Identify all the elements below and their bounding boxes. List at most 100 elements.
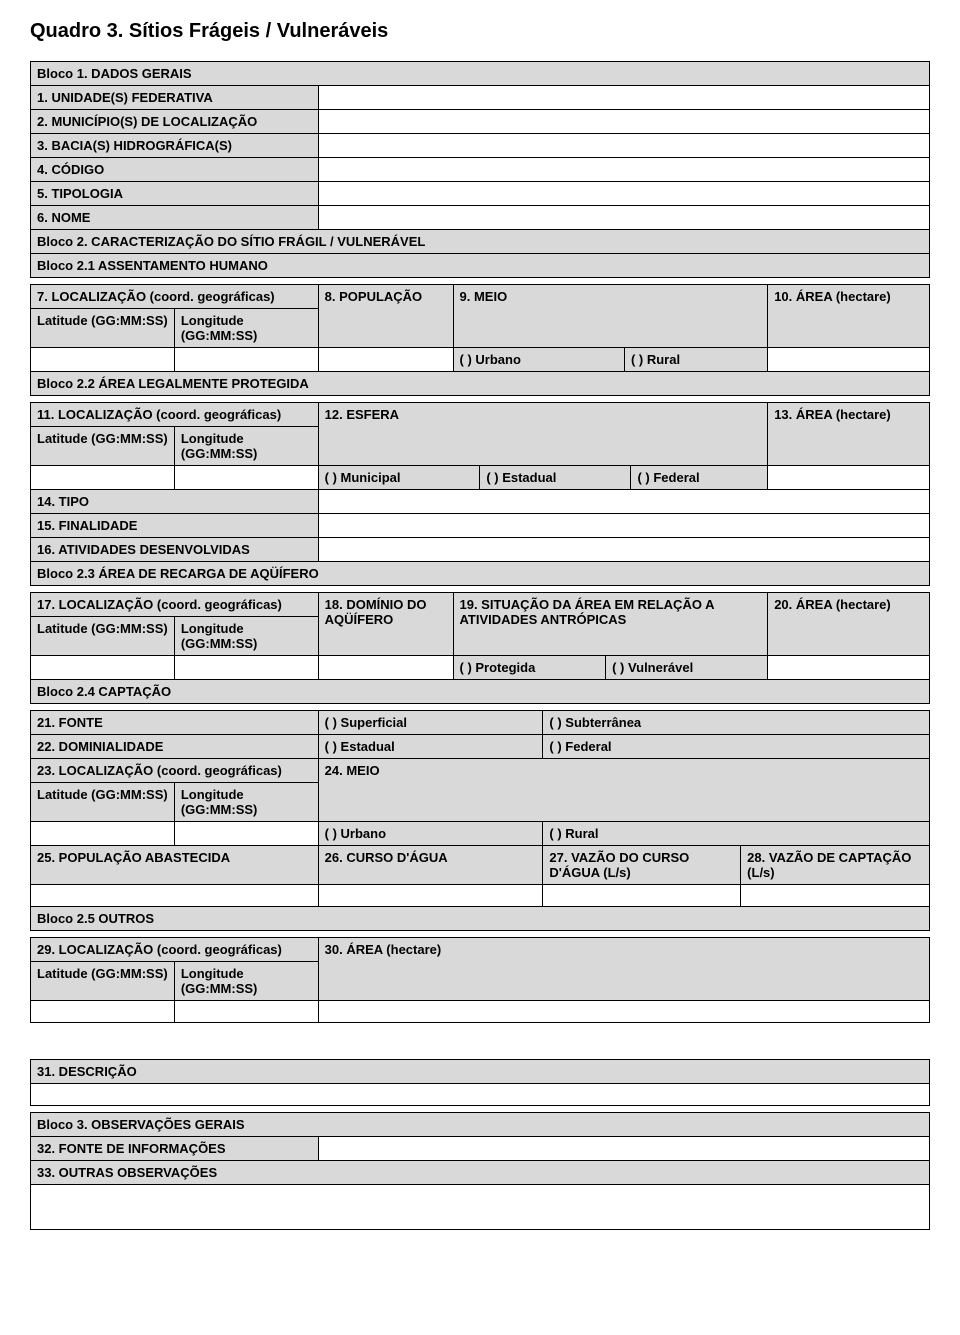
- vulneravel-option[interactable]: ( ) Vulnerável: [606, 656, 768, 680]
- urbano24-option[interactable]: ( ) Urbano: [318, 822, 543, 846]
- lon11-label: Longitude (GG:MM:SS): [174, 427, 318, 466]
- input-unidade[interactable]: [318, 86, 929, 110]
- lat7-input[interactable]: [31, 348, 175, 372]
- bloco25-header: Bloco 2.5 OUTROS: [31, 907, 930, 931]
- area13-input[interactable]: [768, 466, 930, 490]
- dominio18-input[interactable]: [318, 656, 453, 680]
- estadual22-option[interactable]: ( ) Estadual: [318, 735, 543, 759]
- bloco21-header: Bloco 2.1 ASSENTAMENTO HUMANO: [31, 254, 930, 278]
- vazao28-input[interactable]: [741, 885, 930, 907]
- pop8-input[interactable]: [318, 348, 453, 372]
- finalidade15-label: 15. FINALIDADE: [31, 514, 319, 538]
- dominialidade22-label: 22. DOMINIALIDADE: [31, 735, 319, 759]
- curso26-label: 26. CURSO D'ÁGUA: [318, 846, 543, 885]
- row-bacia: 3. BACIA(S) HIDROGRÁFICA(S): [31, 134, 319, 158]
- input-codigo[interactable]: [318, 158, 929, 182]
- pop8-label: 8. POPULAÇÃO: [318, 285, 453, 348]
- lat29-input[interactable]: [31, 1001, 175, 1023]
- bloco1-table: Bloco 1. DADOS GERAIS 1. UNIDADE(S) FEDE…: [30, 61, 930, 278]
- loc17-label: 17. LOCALIZAÇÃO (coord. geográficas): [31, 593, 319, 617]
- descricao-table: 31. DESCRIÇÃO: [30, 1059, 930, 1106]
- lon11-input[interactable]: [174, 466, 318, 490]
- federal-option[interactable]: ( ) Federal: [631, 466, 768, 490]
- urbano-option[interactable]: ( ) Urbano: [453, 348, 624, 372]
- lat11-label: Latitude (GG:MM:SS): [31, 427, 175, 466]
- lat29-label: Latitude (GG:MM:SS): [31, 962, 175, 1001]
- meio24-label: 24. MEIO: [318, 759, 929, 822]
- row-unidade: 1. UNIDADE(S) FEDERATIVA: [31, 86, 319, 110]
- loc7-label: 7. LOCALIZAÇÃO (coord. geográficas): [31, 285, 319, 309]
- bloco2-header: Bloco 2. CARACTERIZAÇÃO DO SÍTIO FRÁGIL …: [31, 230, 930, 254]
- area13-label: 13. ÁREA (hectare): [768, 403, 930, 466]
- row-nome: 6. NOME: [31, 206, 319, 230]
- bloco22-header: Bloco 2.2 ÁREA LEGALMENTE PROTEGIDA: [31, 372, 930, 396]
- bloco21-table: 7. LOCALIZAÇÃO (coord. geográficas) 8. P…: [30, 284, 930, 396]
- bloco24-header: Bloco 2.4 CAPTAÇÃO: [31, 680, 930, 704]
- lon23-label: Longitude (GG:MM:SS): [174, 783, 318, 822]
- area20-label: 20. ÁREA (hectare): [768, 593, 930, 656]
- row-codigo: 4. CÓDIGO: [31, 158, 319, 182]
- rural-option[interactable]: ( ) Rural: [624, 348, 767, 372]
- bloco25-table: 29. LOCALIZAÇÃO (coord. geográficas) 30.…: [30, 937, 930, 1023]
- tipo14-label: 14. TIPO: [31, 490, 319, 514]
- input-nome[interactable]: [318, 206, 929, 230]
- lon29-label: Longitude (GG:MM:SS): [174, 962, 318, 1001]
- loc29-label: 29. LOCALIZAÇÃO (coord. geográficas): [31, 938, 319, 962]
- input-municipio[interactable]: [318, 110, 929, 134]
- vazao27-input[interactable]: [543, 885, 741, 907]
- lon29-input[interactable]: [174, 1001, 318, 1023]
- area10-input[interactable]: [768, 348, 930, 372]
- vazao28-label: 28. VAZÃO DE CAPTAÇÃO (L/s): [741, 846, 930, 885]
- input-tipologia[interactable]: [318, 182, 929, 206]
- outras33-input[interactable]: [31, 1185, 930, 1230]
- situacao19-label: 19. SITUAÇÃO DA ÁREA EM RELAÇÃO A ATIVID…: [453, 593, 768, 656]
- descricao31-label: 31. DESCRIÇÃO: [31, 1060, 930, 1084]
- lat17-input[interactable]: [31, 656, 175, 680]
- meio9-label: 9. MEIO: [453, 285, 768, 348]
- dominio18-label: 18. DOMÍNIO DO AQÜÍFERO: [318, 593, 453, 656]
- federal22-option[interactable]: ( ) Federal: [543, 735, 930, 759]
- rural24-option[interactable]: ( ) Rural: [543, 822, 930, 846]
- lon-label: Longitude (GG:MM:SS): [174, 309, 318, 348]
- row-tipologia: 5. TIPOLOGIA: [31, 182, 319, 206]
- atividades16-input[interactable]: [318, 538, 929, 562]
- bloco24-table: 21. FONTE ( ) Superficial ( ) Subterrâne…: [30, 710, 930, 931]
- area10-label: 10. ÁREA (hectare): [768, 285, 930, 348]
- subterranea-option[interactable]: ( ) Subterrânea: [543, 711, 930, 735]
- loc11-label: 11. LOCALIZAÇÃO (coord. geográficas): [31, 403, 319, 427]
- superficial-option[interactable]: ( ) Superficial: [318, 711, 543, 735]
- page-title: Quadro 3. Sítios Frágeis / Vulneráveis: [30, 20, 930, 43]
- descricao31-input[interactable]: [31, 1084, 930, 1106]
- lon23-input[interactable]: [174, 822, 318, 846]
- bloco3-table: Bloco 3. OBSERVAÇÕES GERAIS 32. FONTE DE…: [30, 1112, 930, 1230]
- atividades16-label: 16. ATIVIDADES DESENVOLVIDAS: [31, 538, 319, 562]
- input-bacia[interactable]: [318, 134, 929, 158]
- bloco1-header: Bloco 1. DADOS GERAIS: [31, 62, 930, 86]
- tipo14-input[interactable]: [318, 490, 929, 514]
- lon17-input[interactable]: [174, 656, 318, 680]
- lat-label: Latitude (GG:MM:SS): [31, 309, 175, 348]
- bloco3-header: Bloco 3. OBSERVAÇÕES GERAIS: [31, 1113, 930, 1137]
- bloco22-table: 11. LOCALIZAÇÃO (coord. geográficas) 12.…: [30, 402, 930, 586]
- pop25-input[interactable]: [31, 885, 319, 907]
- fonte32-input[interactable]: [318, 1137, 929, 1161]
- row-municipio: 2. MUNICÍPIO(S) DE LOCALIZAÇÃO: [31, 110, 319, 134]
- vazao27-label: 27. VAZÃO DO CURSO D'ÁGUA (L/s): [543, 846, 741, 885]
- municipal-option[interactable]: ( ) Municipal: [318, 466, 480, 490]
- lat17-label: Latitude (GG:MM:SS): [31, 617, 175, 656]
- estadual-option[interactable]: ( ) Estadual: [480, 466, 631, 490]
- lat23-input[interactable]: [31, 822, 175, 846]
- bloco23-header: Bloco 2.3 ÁREA DE RECARGA DE AQÜÍFERO: [31, 562, 930, 586]
- curso26-input[interactable]: [318, 885, 543, 907]
- finalidade15-input[interactable]: [318, 514, 929, 538]
- bloco23-table: 17. LOCALIZAÇÃO (coord. geográficas) 18.…: [30, 592, 930, 704]
- area30-input[interactable]: [318, 1001, 929, 1023]
- lat11-input[interactable]: [31, 466, 175, 490]
- pop25-label: 25. POPULAÇÃO ABASTECIDA: [31, 846, 319, 885]
- area20-input[interactable]: [768, 656, 930, 680]
- loc23-label: 23. LOCALIZAÇÃO (coord. geográficas): [31, 759, 319, 783]
- protegida-option[interactable]: ( ) Protegida: [453, 656, 606, 680]
- area30-label: 30. ÁREA (hectare): [318, 938, 929, 1001]
- lon7-input[interactable]: [174, 348, 318, 372]
- fonte32-label: 32. FONTE DE INFORMAÇÕES: [31, 1137, 319, 1161]
